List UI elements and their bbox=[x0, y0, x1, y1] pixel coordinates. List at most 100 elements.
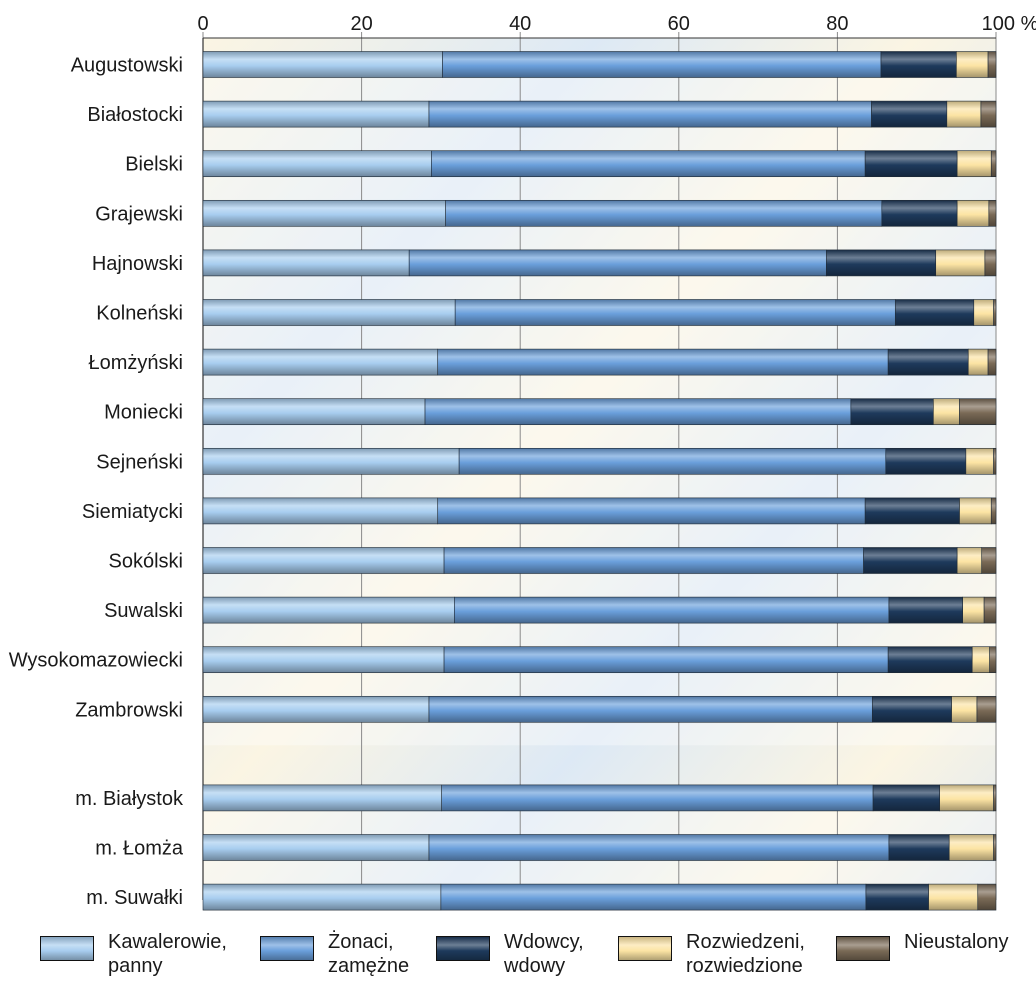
bar-segment bbox=[983, 596, 997, 624]
row-band bbox=[203, 276, 996, 299]
bar-segment bbox=[865, 883, 929, 911]
category-label: m. Białystok bbox=[75, 788, 184, 810]
bar-segment bbox=[202, 447, 460, 475]
category-label: Sokólski bbox=[109, 551, 183, 573]
bar-segment bbox=[454, 299, 896, 326]
legend: Kawalerowie, panny Żonaci, zamężne Wdowcy,… bbox=[0, 930, 1036, 986]
legend-label: Kawalerowie, panny bbox=[108, 931, 227, 977]
bar-segment bbox=[202, 695, 430, 723]
bar-segment bbox=[993, 299, 997, 326]
legend-label: Żonaci, zamężne bbox=[328, 931, 410, 977]
bar-segment bbox=[202, 51, 443, 78]
bar-segment bbox=[437, 348, 889, 376]
legend-item: Wdowcy, wdowy bbox=[436, 930, 584, 978]
bar-segment bbox=[202, 100, 430, 128]
bar-segment bbox=[888, 834, 950, 861]
x-tick-label: 60 bbox=[668, 13, 690, 35]
category-label: m. Łomża bbox=[95, 838, 184, 860]
category-label: Grajewski bbox=[95, 203, 183, 225]
legend-label: Nieustalony bbox=[904, 931, 1009, 953]
bar-segment bbox=[202, 200, 446, 227]
bar-segment bbox=[993, 834, 997, 861]
bar-segment bbox=[872, 784, 940, 812]
bar-segment bbox=[443, 547, 864, 574]
bar-segment bbox=[428, 100, 872, 128]
row-band bbox=[203, 425, 996, 448]
legend-swatch bbox=[260, 936, 314, 961]
bar-segment bbox=[973, 299, 994, 326]
bar-segment bbox=[437, 497, 866, 525]
legend-swatch bbox=[40, 936, 94, 961]
row-band bbox=[203, 624, 996, 647]
bar-segment bbox=[881, 200, 958, 227]
x-tick-label: 40 bbox=[509, 13, 531, 35]
row-band bbox=[203, 574, 996, 597]
legend-label: Rozwiedzeni, rozwiedzione bbox=[686, 931, 805, 977]
bar-segment bbox=[888, 596, 963, 624]
legend-swatch bbox=[436, 936, 490, 961]
bar-segment bbox=[442, 51, 882, 78]
x-tick-label: 100 % bbox=[982, 13, 1036, 35]
category-label: Białostocki bbox=[87, 104, 183, 126]
row-band bbox=[203, 177, 996, 200]
bar-segment bbox=[871, 695, 952, 723]
bar-segment bbox=[202, 348, 439, 376]
bar-segment bbox=[202, 398, 426, 426]
bar-segment bbox=[946, 100, 982, 128]
bar-segment bbox=[202, 596, 455, 624]
row-band bbox=[203, 723, 996, 746]
bar-segment bbox=[424, 398, 852, 426]
row-band bbox=[203, 673, 996, 696]
bar-segment bbox=[933, 398, 960, 426]
category-label: m. Suwałki bbox=[86, 887, 183, 909]
category-label: Łomżyński bbox=[89, 352, 183, 374]
legend-swatch bbox=[618, 936, 672, 961]
bar-segment bbox=[993, 784, 997, 812]
bar-segment bbox=[202, 834, 430, 861]
row-band bbox=[203, 326, 996, 349]
bar-segment bbox=[965, 447, 994, 475]
legend-item: Żonaci, zamężne bbox=[260, 930, 409, 978]
row-band bbox=[203, 911, 996, 934]
bar-segment bbox=[825, 249, 937, 277]
row-band bbox=[203, 227, 996, 250]
bar-segment bbox=[935, 249, 986, 277]
category-label: Kolneński bbox=[96, 303, 183, 325]
category-label: Moniecki bbox=[104, 402, 183, 424]
legend-item: Rozwiedzeni, rozwiedzione bbox=[618, 930, 805, 978]
row-band bbox=[203, 861, 996, 884]
bar-segment bbox=[967, 348, 989, 376]
row-band bbox=[203, 811, 996, 834]
bar-segment bbox=[440, 883, 867, 911]
bar-segment bbox=[962, 596, 985, 624]
bar-segment bbox=[202, 883, 442, 911]
bar-segment bbox=[993, 447, 997, 475]
bar-segment bbox=[850, 398, 934, 426]
x-tick-label: 20 bbox=[350, 13, 372, 35]
bar-segment bbox=[981, 547, 997, 574]
bar-segment bbox=[971, 646, 990, 674]
bar-segment bbox=[988, 200, 997, 227]
row-band bbox=[203, 78, 996, 101]
bar-segment bbox=[431, 150, 866, 177]
category-label: Zambrowski bbox=[75, 699, 183, 721]
row-band bbox=[203, 475, 996, 498]
bar-segment bbox=[959, 398, 997, 426]
bar-segment bbox=[987, 51, 997, 78]
bar-segment bbox=[894, 299, 975, 326]
bar-segment bbox=[984, 249, 997, 277]
bar-segment bbox=[202, 784, 442, 812]
category-label: Bielski bbox=[125, 154, 183, 176]
bar-segment bbox=[887, 348, 969, 376]
row-band bbox=[203, 128, 996, 151]
bar-segment bbox=[202, 299, 456, 326]
bar-segment bbox=[951, 695, 978, 723]
bar-segment bbox=[956, 200, 990, 227]
bar-segment bbox=[990, 150, 997, 177]
bar-segment bbox=[458, 447, 887, 475]
bar-segment bbox=[989, 646, 997, 674]
bar-segment bbox=[202, 249, 410, 277]
x-tick-label: 80 bbox=[826, 13, 848, 35]
bar-segment bbox=[939, 784, 994, 812]
